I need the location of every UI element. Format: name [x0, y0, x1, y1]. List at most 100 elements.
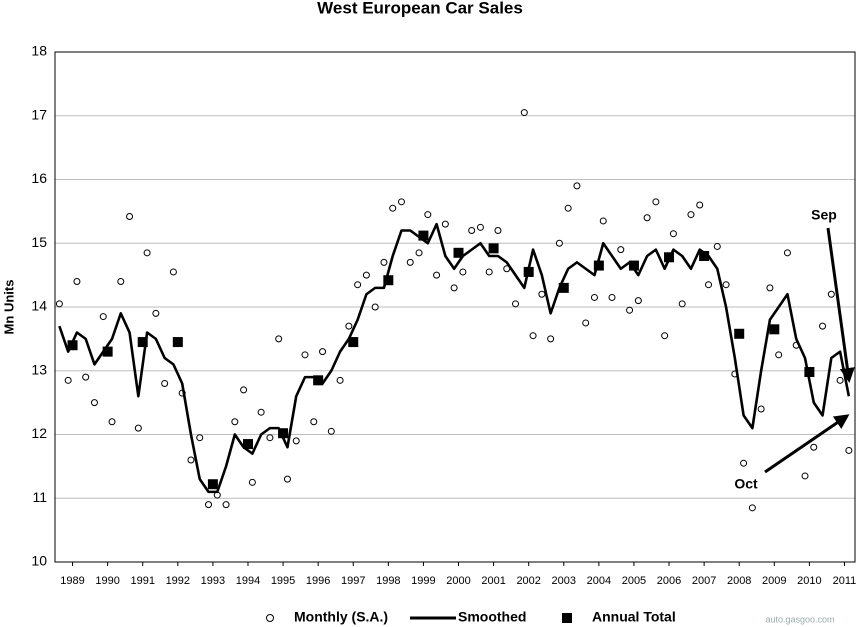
- monthly-point: [205, 501, 213, 509]
- x-tick-label: 2010: [797, 575, 821, 587]
- monthly-point: [415, 249, 423, 257]
- x-tick-label: 2005: [622, 575, 646, 587]
- monthly-point: [152, 309, 160, 317]
- monthly-point: [143, 249, 151, 257]
- monthly-point: [231, 418, 239, 426]
- monthly-point: [468, 227, 476, 234]
- x-tick-label: 1998: [376, 575, 400, 587]
- monthly-point: [441, 220, 449, 228]
- monthly-point: [652, 198, 660, 206]
- y-axis-label: Mn Units: [1, 280, 16, 335]
- monthly-point: [380, 258, 388, 266]
- monthly-point: [126, 212, 134, 220]
- monthly-point: [494, 227, 502, 234]
- annual-total-marker: [67, 340, 78, 351]
- monthly-point: [696, 201, 704, 209]
- monthly-point: [599, 217, 607, 225]
- x-tick-label: 2001: [481, 575, 505, 587]
- x-tick-label: 2007: [692, 575, 716, 587]
- annual-total-marker: [593, 260, 604, 271]
- x-tick-label: 2006: [657, 575, 681, 587]
- monthly-point: [810, 443, 818, 451]
- annual-total-marker: [172, 337, 183, 348]
- monthly-point: [319, 348, 327, 356]
- monthly-point: [222, 501, 230, 509]
- annual-total-marker: [418, 230, 429, 241]
- annual-total-marker: [804, 367, 815, 378]
- legend: Monthly (S.A.) Smoothed Annual Total: [266, 609, 676, 625]
- monthly-point: [512, 300, 520, 308]
- annual-total-marker: [734, 328, 745, 339]
- monthly-point: [819, 322, 827, 330]
- monthly-point: [450, 284, 458, 292]
- monthly-point: [555, 239, 563, 247]
- monthly-point: [713, 242, 721, 250]
- annual-total-marker: [453, 247, 464, 258]
- monthly-point: [722, 281, 730, 289]
- monthly-point: [476, 223, 484, 231]
- monthly-point: [424, 211, 432, 219]
- monthly-point: [757, 405, 765, 413]
- annual-total-marker: [278, 428, 289, 439]
- monthly-point: [573, 182, 581, 190]
- monthly-point: [661, 332, 669, 340]
- monthly-point: [266, 434, 274, 442]
- monthly-point: [55, 300, 63, 308]
- monthly-point: [240, 386, 248, 394]
- monthly-point: [82, 373, 90, 381]
- monthly-point: [529, 332, 537, 340]
- monthly-point: [547, 335, 555, 343]
- monthly-point: [134, 424, 142, 432]
- legend-label: Smoothed: [458, 609, 526, 625]
- monthly-point: [389, 204, 397, 212]
- monthly-point: [406, 258, 414, 266]
- monthly-point: [687, 211, 695, 219]
- legend-label: Monthly (S.A.): [294, 609, 388, 625]
- y-tick-label: 16: [31, 170, 47, 186]
- monthly-point: [459, 268, 467, 276]
- monthly-point: [275, 335, 283, 343]
- x-tick-label: 1991: [130, 575, 154, 587]
- plot-frame: [54, 51, 856, 563]
- monthly-point: [362, 271, 370, 279]
- monthly-point: [836, 376, 844, 384]
- monthly-point: [108, 418, 116, 426]
- monthly-point: [748, 504, 756, 512]
- monthly-point: [433, 271, 441, 279]
- y-tick-label: 11: [32, 489, 47, 505]
- monthly-point: [301, 351, 309, 359]
- annual-total-marker: [242, 439, 253, 450]
- y-tick-label: 18: [31, 43, 47, 59]
- monthly-point: [292, 437, 300, 445]
- monthly-point: [371, 303, 379, 311]
- monthly-point: [634, 297, 642, 305]
- monthly-point: [187, 456, 195, 464]
- monthly-point: [740, 459, 748, 467]
- x-tick-label: 2009: [762, 575, 786, 587]
- annual-total-marker: [558, 282, 569, 293]
- x-tick-label: 2002: [516, 575, 540, 587]
- monthly-point: [117, 278, 125, 285]
- monthly-point: [90, 399, 98, 407]
- x-tick-label: 1993: [201, 575, 225, 587]
- monthly-point: [397, 198, 405, 206]
- annual-total-marker: [523, 266, 534, 277]
- legend-label: Annual Total: [592, 609, 676, 625]
- annotation-arrow: [826, 227, 855, 383]
- monthly-point: [345, 322, 353, 330]
- chart-title: West European Car Sales: [317, 0, 523, 17]
- monthly-point: [783, 249, 791, 257]
- monthly-point: [248, 478, 256, 486]
- legend-marker: [266, 614, 274, 622]
- annual-total-marker: [313, 375, 324, 386]
- annual-total-marker: [699, 251, 710, 261]
- y-tick-label: 17: [31, 106, 47, 122]
- monthly-point: [336, 376, 344, 384]
- monthly-point: [590, 293, 598, 301]
- monthly-point: [161, 380, 169, 387]
- y-tick-label: 13: [31, 361, 47, 377]
- x-tick-label: 1999: [411, 575, 435, 587]
- x-tick-label: 2000: [446, 575, 470, 587]
